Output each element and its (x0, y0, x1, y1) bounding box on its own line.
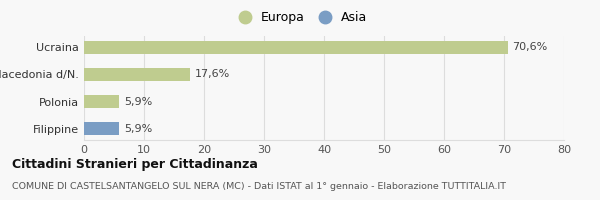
Legend: Europa, Asia: Europa, Asia (227, 6, 373, 29)
Bar (84, 122, 119, 135)
Text: 5,9%: 5,9% (124, 124, 152, 134)
Text: COMUNE DI CASTELSANTANGELO SUL NERA (MC) - Dati ISTAT al 1° gennaio - Elaborazio: COMUNE DI CASTELSANTANGELO SUL NERA (MC)… (12, 182, 506, 191)
Bar (84, 68, 190, 81)
Text: 70,6%: 70,6% (512, 42, 548, 52)
Text: 5,9%: 5,9% (124, 97, 152, 107)
Text: Cittadini Stranieri per Cittadinanza: Cittadini Stranieri per Cittadinanza (12, 158, 258, 171)
Bar (84, 41, 508, 54)
Bar (84, 95, 119, 108)
Text: 17,6%: 17,6% (194, 69, 230, 79)
